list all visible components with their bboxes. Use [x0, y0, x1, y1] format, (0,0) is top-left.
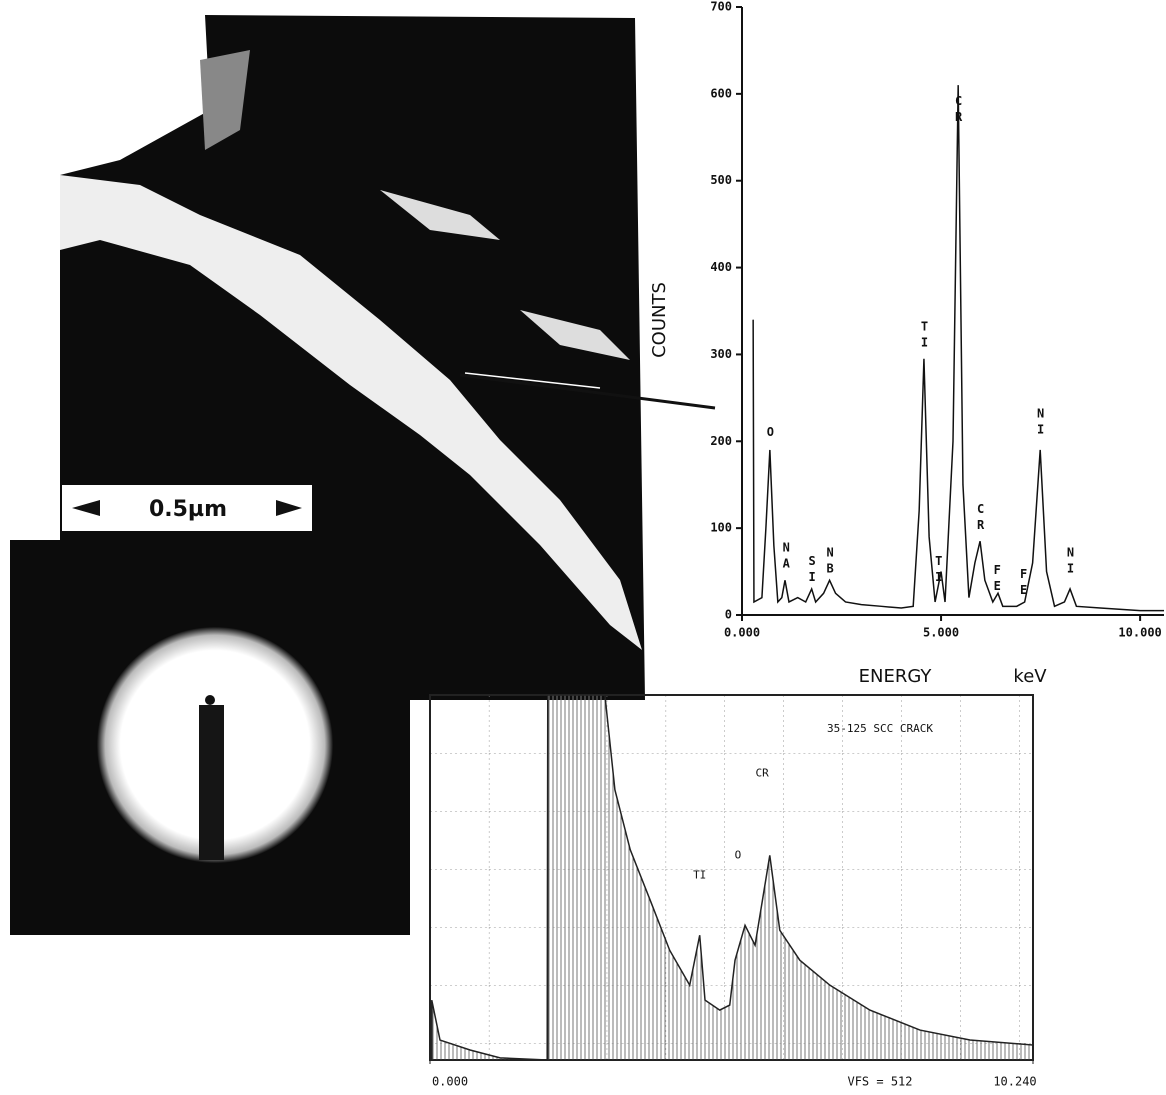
x-tick-label: 0.000	[724, 626, 760, 640]
peak-label: O	[763, 425, 777, 441]
x-tick-label: 0.000	[432, 1075, 468, 1089]
vfs-label: VFS = 512	[847, 1075, 912, 1089]
x-axis-unit: keV	[1013, 666, 1047, 687]
peak-label: SI	[805, 554, 819, 586]
y-tick-label: 600	[710, 86, 732, 100]
y-tick-label: 500	[710, 173, 732, 187]
x-tick-label: 10.240	[993, 1075, 1036, 1089]
y-tick-label: 700	[710, 0, 732, 14]
peak-label: FE	[990, 563, 1004, 595]
y-axis-label: COUNTS	[649, 282, 670, 358]
spectrum-area	[431, 694, 1034, 1061]
peak-label: O	[735, 848, 742, 861]
x-tick-label: 10.000	[1118, 626, 1161, 640]
peak-label: NA	[779, 540, 793, 572]
peak-label: TI	[693, 868, 706, 881]
y-tick-label: 300	[710, 347, 732, 361]
peak-label: CR	[952, 94, 966, 126]
peak-label: TI	[917, 320, 931, 352]
peak-label: CR	[974, 502, 988, 534]
y-tick-label: 100	[710, 521, 732, 535]
y-tick-label: 400	[710, 260, 732, 274]
diffraction-image	[10, 540, 410, 935]
peak-label: NB	[823, 546, 837, 578]
peak-label: FE	[1017, 567, 1031, 599]
y-tick-label: 0	[725, 608, 732, 622]
x-axis-label: ENERGY	[859, 666, 933, 687]
scale-bar-label: 0.5µm	[149, 497, 227, 522]
y-tick-label: 200	[710, 434, 732, 448]
peak-label: NI	[1064, 546, 1078, 578]
peak-label: CR	[755, 766, 769, 779]
spectrum-line	[752, 85, 1164, 612]
spectrum-title: 35-125 SCC CRACK	[827, 722, 933, 735]
scale-bar: 0.5µm	[62, 485, 312, 531]
x-tick-label: 5.000	[923, 626, 959, 640]
peak-label: TI	[932, 554, 946, 586]
peak-label: NI	[1034, 407, 1048, 439]
